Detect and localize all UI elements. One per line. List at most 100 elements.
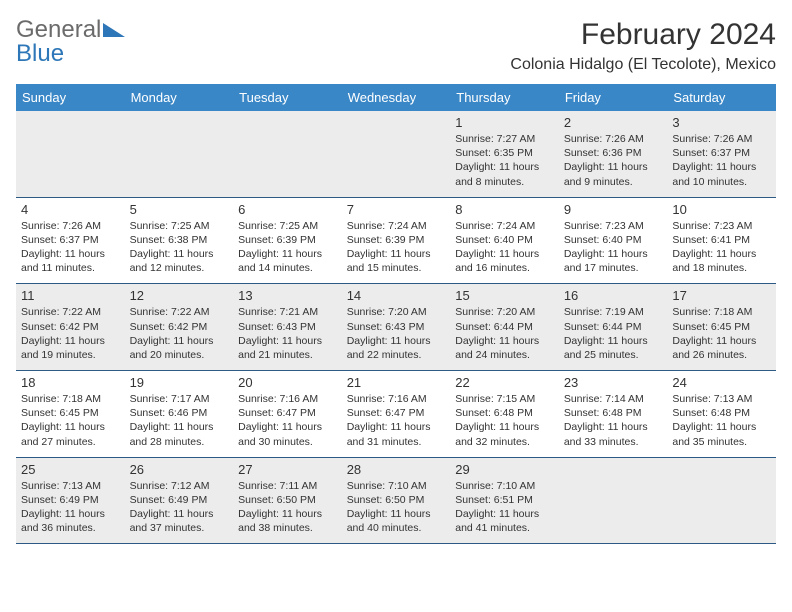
- daylight-text: Daylight: 11 hours and 41 minutes.: [455, 507, 554, 535]
- sunset-text: Sunset: 6:39 PM: [238, 233, 337, 247]
- sunrise-text: Sunrise: 7:18 AM: [21, 392, 120, 406]
- daylight-text: Daylight: 11 hours and 22 minutes.: [347, 334, 446, 362]
- calendar-cell: 13Sunrise: 7:21 AMSunset: 6:43 PMDayligh…: [233, 284, 342, 371]
- header: General Blue February 2024 Colonia Hidal…: [16, 18, 776, 74]
- location-text: Colonia Hidalgo (El Tecolote), Mexico: [510, 56, 776, 74]
- sunset-text: Sunset: 6:48 PM: [564, 406, 663, 420]
- day-number: 27: [238, 462, 337, 477]
- triangle-icon: [103, 23, 125, 37]
- daylight-text: Daylight: 11 hours and 17 minutes.: [564, 247, 663, 275]
- day-header: Monday: [125, 84, 234, 111]
- calendar-week: 1Sunrise: 7:27 AMSunset: 6:35 PMDaylight…: [16, 111, 776, 197]
- calendar-week: 11Sunrise: 7:22 AMSunset: 6:42 PMDayligh…: [16, 284, 776, 371]
- sunrise-text: Sunrise: 7:10 AM: [455, 479, 554, 493]
- calendar-cell: 18Sunrise: 7:18 AMSunset: 6:45 PMDayligh…: [16, 371, 125, 458]
- day-number: 23: [564, 375, 663, 390]
- calendar-cell: 7Sunrise: 7:24 AMSunset: 6:39 PMDaylight…: [342, 197, 451, 284]
- sunset-text: Sunset: 6:42 PM: [130, 320, 229, 334]
- day-number: 16: [564, 288, 663, 303]
- day-number: 13: [238, 288, 337, 303]
- sunset-text: Sunset: 6:40 PM: [564, 233, 663, 247]
- daylight-text: Daylight: 11 hours and 30 minutes.: [238, 420, 337, 448]
- calendar-cell: [16, 111, 125, 197]
- sunset-text: Sunset: 6:46 PM: [130, 406, 229, 420]
- sunrise-text: Sunrise: 7:16 AM: [238, 392, 337, 406]
- day-number: 14: [347, 288, 446, 303]
- sunrise-text: Sunrise: 7:13 AM: [672, 392, 771, 406]
- daylight-text: Daylight: 11 hours and 14 minutes.: [238, 247, 337, 275]
- daylight-text: Daylight: 11 hours and 38 minutes.: [238, 507, 337, 535]
- daylight-text: Daylight: 11 hours and 18 minutes.: [672, 247, 771, 275]
- daylight-text: Daylight: 11 hours and 35 minutes.: [672, 420, 771, 448]
- day-number: 21: [347, 375, 446, 390]
- sunrise-text: Sunrise: 7:20 AM: [347, 305, 446, 319]
- sunrise-text: Sunrise: 7:24 AM: [347, 219, 446, 233]
- sunset-text: Sunset: 6:43 PM: [347, 320, 446, 334]
- day-number: 29: [455, 462, 554, 477]
- sunset-text: Sunset: 6:41 PM: [672, 233, 771, 247]
- calendar-cell: 12Sunrise: 7:22 AMSunset: 6:42 PMDayligh…: [125, 284, 234, 371]
- day-number: 4: [21, 202, 120, 217]
- daylight-text: Daylight: 11 hours and 37 minutes.: [130, 507, 229, 535]
- daylight-text: Daylight: 11 hours and 20 minutes.: [130, 334, 229, 362]
- sunset-text: Sunset: 6:36 PM: [564, 146, 663, 160]
- sunrise-text: Sunrise: 7:17 AM: [130, 392, 229, 406]
- calendar-cell: 27Sunrise: 7:11 AMSunset: 6:50 PMDayligh…: [233, 457, 342, 544]
- daylight-text: Daylight: 11 hours and 40 minutes.: [347, 507, 446, 535]
- calendar-week: 18 Sunrise: 7:18 AMSunset: 6:45 PM Dayligh…: [16, 371, 776, 458]
- sunrise-text: Sunrise: 7:25 AM: [130, 219, 229, 233]
- brand-part2: Blue: [16, 40, 64, 67]
- calendar-cell: [342, 111, 451, 197]
- calendar-cell: 5Sunrise: 7:25 AMSunset: 6:38 PMDaylight…: [125, 197, 234, 284]
- sunset-text: Sunset: 6:47 PM: [238, 406, 337, 420]
- sunrise-text: Sunrise: 7:20 AM: [455, 305, 554, 319]
- sunset-text: Sunset: 6:50 PM: [347, 493, 446, 507]
- sunset-text: Sunset: 6:51 PM: [455, 493, 554, 507]
- daylight-text: Daylight: 11 hours and 31 minutes.: [347, 420, 446, 448]
- calendar-cell: 25Sunrise: 7:13 AMSunset: 6:49 PMDayligh…: [16, 457, 125, 544]
- calendar-cell: 10Sunrise: 7:23 AMSunset: 6:41 PMDayligh…: [667, 197, 776, 284]
- calendar-cell: 8Sunrise: 7:24 AMSunset: 6:40 PMDaylight…: [450, 197, 559, 284]
- calendar-cell: 15Sunrise: 7:20 AMSunset: 6:44 PMDayligh…: [450, 284, 559, 371]
- sunrise-text: Sunrise: 7:19 AM: [564, 305, 663, 319]
- day-number: 20: [238, 375, 337, 390]
- daylight-text: Daylight: 11 hours and 24 minutes.: [455, 334, 554, 362]
- sunset-text: Sunset: 6:45 PM: [21, 406, 120, 420]
- sunset-text: Sunset: 6:48 PM: [672, 406, 771, 420]
- calendar-cell: 21Sunrise: 7:16 AMSunset: 6:47 PMDayligh…: [342, 371, 451, 458]
- daylight-text: Daylight: 11 hours and 25 minutes.: [564, 334, 663, 362]
- day-number: 24: [672, 375, 771, 390]
- daylight-text: Daylight: 11 hours and 36 minutes.: [21, 507, 120, 535]
- calendar-cell: 20 Sunrise: 7:16 AMSunset: 6:47 PMDayligh…: [233, 371, 342, 458]
- sunrise-text: Sunrise: 7:10 AM: [347, 479, 446, 493]
- sunset-text: Sunset: 6:45 PM: [672, 320, 771, 334]
- brand-text: General Blue: [16, 18, 125, 66]
- day-number: 5: [130, 202, 229, 217]
- calendar-week: 25Sunrise: 7:13 AMSunset: 6:49 PMDayligh…: [16, 457, 776, 544]
- sunset-text: Sunset: 6:43 PM: [238, 320, 337, 334]
- daylight-text: Daylight: 11 hours and 12 minutes.: [130, 247, 229, 275]
- daylight-text: Daylight: 11 hours and 21 minutes.: [238, 334, 337, 362]
- calendar-cell: [125, 111, 234, 197]
- day-header-row: SundayMondayTuesdayWednesdayThursdayFrid…: [16, 84, 776, 111]
- calendar-cell: 28Sunrise: 7:10 AMSunset: 6:50 PMDayligh…: [342, 457, 451, 544]
- day-number: 6: [238, 202, 337, 217]
- sunrise-text: Sunrise: 7:24 AM: [455, 219, 554, 233]
- day-header: Friday: [559, 84, 668, 111]
- day-number: 18: [21, 375, 120, 390]
- calendar-table: SundayMondayTuesdayWednesdayThursdayFrid…: [16, 84, 776, 544]
- day-number: 2: [564, 115, 663, 130]
- sunset-text: Sunset: 6:47 PM: [347, 406, 446, 420]
- calendar-cell: 16Sunrise: 7:19 AMSunset: 6:44 PMDayligh…: [559, 284, 668, 371]
- day-number: 19: [130, 375, 229, 390]
- sunrise-text: Sunrise: 7:15 AM: [455, 392, 554, 406]
- sunset-text: Sunset: 6:48 PM: [455, 406, 554, 420]
- sunset-text: Sunset: 6:49 PM: [21, 493, 120, 507]
- day-header: Saturday: [667, 84, 776, 111]
- daylight-text: Daylight: 11 hours and 33 minutes.: [564, 420, 663, 448]
- sunset-text: Sunset: 6:35 PM: [455, 146, 554, 160]
- calendar-cell: [559, 457, 668, 544]
- brand-logo: General Blue: [16, 18, 125, 66]
- brand-part1: General: [16, 16, 101, 43]
- daylight-text: Daylight: 11 hours and 9 minutes.: [564, 160, 663, 188]
